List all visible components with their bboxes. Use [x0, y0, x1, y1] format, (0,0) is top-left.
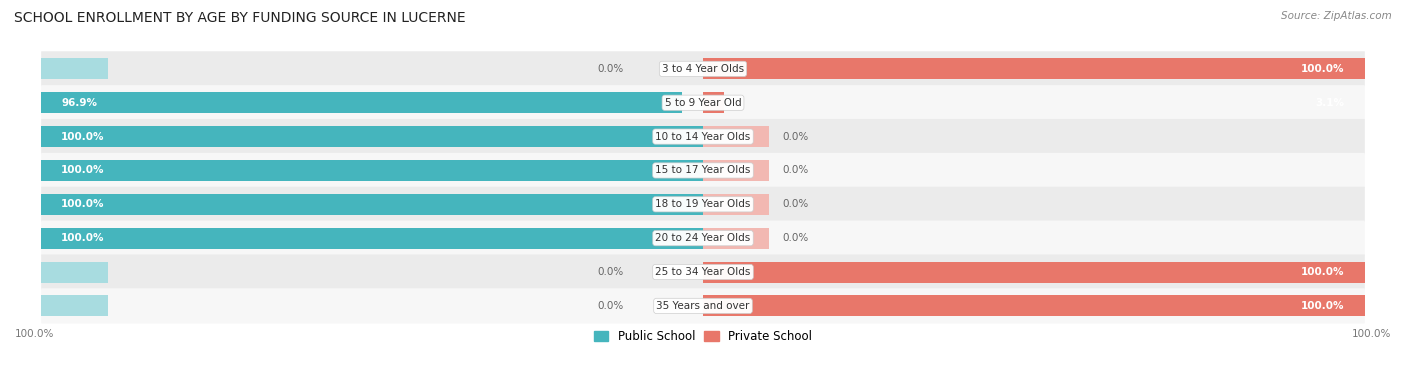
Bar: [41, 296, 108, 316]
Bar: [41, 92, 682, 113]
Bar: [703, 126, 769, 147]
FancyBboxPatch shape: [41, 51, 1365, 86]
FancyBboxPatch shape: [41, 221, 1365, 256]
Text: SCHOOL ENROLLMENT BY AGE BY FUNDING SOURCE IN LUCERNE: SCHOOL ENROLLMENT BY AGE BY FUNDING SOUR…: [14, 11, 465, 25]
Text: 96.9%: 96.9%: [62, 98, 97, 108]
Text: 18 to 19 Year Olds: 18 to 19 Year Olds: [655, 199, 751, 209]
Text: 3.1%: 3.1%: [1316, 98, 1344, 108]
Text: 0.0%: 0.0%: [598, 267, 624, 277]
FancyBboxPatch shape: [41, 119, 1365, 154]
FancyBboxPatch shape: [41, 85, 1365, 120]
Text: 100.0%: 100.0%: [1301, 301, 1344, 311]
Text: 100.0%: 100.0%: [15, 329, 55, 339]
Text: Source: ZipAtlas.com: Source: ZipAtlas.com: [1281, 11, 1392, 21]
Text: 0.0%: 0.0%: [782, 233, 808, 243]
Text: 100.0%: 100.0%: [1301, 64, 1344, 74]
Text: 100.0%: 100.0%: [62, 166, 105, 175]
Bar: [41, 194, 703, 215]
Bar: [703, 160, 769, 181]
Text: 0.0%: 0.0%: [782, 132, 808, 142]
Legend: Public School, Private School: Public School, Private School: [591, 326, 815, 346]
Text: 20 to 24 Year Olds: 20 to 24 Year Olds: [655, 233, 751, 243]
Bar: [703, 58, 1365, 80]
Bar: [41, 126, 703, 147]
Bar: [703, 262, 1365, 282]
Text: 5 to 9 Year Old: 5 to 9 Year Old: [665, 98, 741, 108]
FancyBboxPatch shape: [41, 288, 1365, 323]
Bar: [703, 296, 1365, 316]
Text: 100.0%: 100.0%: [1301, 267, 1344, 277]
Text: 15 to 17 Year Olds: 15 to 17 Year Olds: [655, 166, 751, 175]
Text: 100.0%: 100.0%: [62, 233, 105, 243]
Text: 100.0%: 100.0%: [62, 199, 105, 209]
FancyBboxPatch shape: [41, 187, 1365, 222]
Text: 100.0%: 100.0%: [1351, 329, 1391, 339]
Text: 3 to 4 Year Olds: 3 to 4 Year Olds: [662, 64, 744, 74]
Text: 35 Years and over: 35 Years and over: [657, 301, 749, 311]
Text: 0.0%: 0.0%: [782, 199, 808, 209]
Text: 0.0%: 0.0%: [598, 64, 624, 74]
Bar: [41, 58, 108, 80]
Bar: [41, 262, 108, 282]
FancyBboxPatch shape: [41, 153, 1365, 188]
Text: 25 to 34 Year Olds: 25 to 34 Year Olds: [655, 267, 751, 277]
Text: 100.0%: 100.0%: [62, 132, 105, 142]
Bar: [703, 228, 769, 249]
Text: 0.0%: 0.0%: [782, 166, 808, 175]
Bar: [703, 92, 724, 113]
Text: 10 to 14 Year Olds: 10 to 14 Year Olds: [655, 132, 751, 142]
FancyBboxPatch shape: [41, 254, 1365, 290]
Bar: [41, 160, 703, 181]
Bar: [703, 194, 769, 215]
Bar: [41, 228, 703, 249]
Text: 0.0%: 0.0%: [598, 301, 624, 311]
